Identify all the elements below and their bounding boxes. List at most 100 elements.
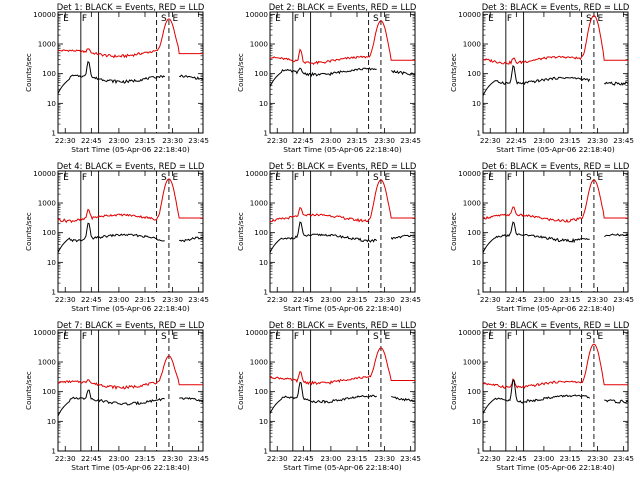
marker-letter-e: E xyxy=(63,332,69,342)
y-tick-label: 10000 xyxy=(245,10,268,19)
x-axis-label: Start Time (05-Apr-06 22:18:40) xyxy=(283,145,402,154)
x-tick-label: 22:30 xyxy=(480,295,501,304)
series-lld-line xyxy=(57,178,203,224)
marker-letter-f: F xyxy=(294,14,299,24)
x-tick-label: 23:45 xyxy=(188,136,209,145)
x-tick-label: 22:45 xyxy=(81,454,102,463)
x-tick-label: 23:00 xyxy=(109,295,130,304)
x-tick-label: 23:15 xyxy=(135,295,156,304)
panel-title: Det 1: BLACK = Events, RED = LLD xyxy=(57,2,205,12)
panel-title: Det 5: BLACK = Events, RED = LLD xyxy=(269,161,417,171)
panel-det-7: Det 7: BLACK = Events, RED = LLD 1 10 100 10… xyxy=(25,320,209,472)
y-tick-label: 1000 xyxy=(463,358,482,367)
y-axis-label: Counts/sec xyxy=(237,371,245,410)
x-tick-label: 23:30 xyxy=(162,136,183,145)
x-tick-label: 23:30 xyxy=(374,454,395,463)
y-tick-label: 1 xyxy=(476,288,481,297)
y-tick-label: 10000 xyxy=(245,169,268,178)
x-axis-label: Start Time (05-Apr-06 22:18:40) xyxy=(71,145,190,154)
panel-title: Det 7: BLACK = Events, RED = LLD xyxy=(57,320,205,330)
panel-grid: Det 1: BLACK = Events, RED = LLD 1 10 100 10… xyxy=(25,2,634,472)
panel-title: Det 9: BLACK = Events, RED = LLD xyxy=(482,320,630,330)
panel-det-6: Det 6: BLACK = Events, RED = LLD 1 10 100 10… xyxy=(450,161,634,313)
panel-title: Det 4: BLACK = Events, RED = LLD xyxy=(57,161,205,171)
marker-letter-e2: E xyxy=(385,173,391,183)
x-tick-label: 22:30 xyxy=(267,454,288,463)
x-tick-label: 23:45 xyxy=(188,295,209,304)
marker-letter-s: S xyxy=(161,332,167,342)
plot-frame xyxy=(57,170,204,293)
y-tick-label: 1 xyxy=(51,129,56,138)
plot-frame xyxy=(482,329,629,452)
x-axis-label: Start Time (05-Apr-06 22:18:40) xyxy=(496,304,615,313)
x-tick-label: 23:15 xyxy=(347,136,368,145)
y-tick-label: 100 xyxy=(467,387,481,396)
x-tick-label: 22:30 xyxy=(480,454,501,463)
x-tick-label: 22:30 xyxy=(55,136,76,145)
series-lld-line xyxy=(57,18,203,59)
marker-letter-e2: E xyxy=(385,332,391,342)
y-tick-label: 10 xyxy=(47,99,57,108)
x-tick-label: 23:15 xyxy=(347,454,368,463)
x-tick-label: 23:00 xyxy=(321,454,342,463)
marker-letter-e: E xyxy=(488,332,494,342)
plot-frame xyxy=(57,11,204,134)
panel-det-8: Det 8: BLACK = Events, RED = LLD 1 10 100 10… xyxy=(237,320,421,472)
y-tick-label: 100 xyxy=(467,228,481,237)
y-tick-label: 1 xyxy=(51,288,56,297)
x-tick-label: 23:30 xyxy=(587,454,608,463)
x-tick-label: 23:00 xyxy=(109,136,130,145)
y-tick-label: 10 xyxy=(472,417,482,426)
marker-letter-e2: E xyxy=(385,14,391,24)
panel-title: Det 8: BLACK = Events, RED = LLD xyxy=(269,320,417,330)
marker-letter-e: E xyxy=(275,173,281,183)
marker-letter-e2: E xyxy=(598,173,604,183)
x-tick-label: 23:15 xyxy=(135,136,156,145)
x-axis-label: Start Time (05-Apr-06 22:18:40) xyxy=(496,463,615,472)
y-tick-label: 100 xyxy=(254,69,268,78)
marker-letter-e2: E xyxy=(173,173,179,183)
y-tick-label: 10000 xyxy=(458,328,481,337)
marker-letter-f: F xyxy=(507,332,512,342)
panel-det-9: Det 9: BLACK = Events, RED = LLD 1 10 100 10… xyxy=(450,320,634,472)
x-tick-label: 23:00 xyxy=(534,295,555,304)
y-axis-label: Counts/sec xyxy=(25,53,33,92)
x-tick-label: 23:45 xyxy=(613,136,634,145)
x-tick-label: 23:45 xyxy=(613,295,634,304)
y-tick-label: 1 xyxy=(263,129,268,138)
y-tick-label: 10000 xyxy=(458,169,481,178)
panel-det-3: Det 3: BLACK = Events, RED = LLD 1 10 100 10… xyxy=(450,2,634,154)
y-tick-label: 1000 xyxy=(38,40,57,49)
series-events-line xyxy=(482,379,629,414)
x-tick-label: 22:45 xyxy=(293,295,314,304)
y-tick-label: 1 xyxy=(476,129,481,138)
x-tick-label: 23:00 xyxy=(534,454,555,463)
series-events-line xyxy=(269,381,415,414)
panel-det-1: Det 1: BLACK = Events, RED = LLD 1 10 100 10… xyxy=(25,2,209,154)
marker-letter-e2: E xyxy=(598,14,604,24)
marker-letter-e2: E xyxy=(173,332,179,342)
panel-title: Det 2: BLACK = Events, RED = LLD xyxy=(269,2,417,12)
x-tick-label: 22:45 xyxy=(81,295,102,304)
marker-letter-s: S xyxy=(161,14,167,24)
series-lld-line xyxy=(269,347,415,386)
y-tick-label: 10 xyxy=(47,258,57,267)
y-tick-label: 1000 xyxy=(38,199,57,208)
marker-letter-f: F xyxy=(294,332,299,342)
series-events-line xyxy=(269,67,416,88)
marker-letter-e2: E xyxy=(173,14,179,24)
series-events-line xyxy=(57,222,204,253)
marker-letter-s: S xyxy=(161,173,167,183)
x-tick-label: 23:45 xyxy=(613,454,634,463)
y-tick-label: 1 xyxy=(476,447,481,456)
panel-det-5: Det 5: BLACK = Events, RED = LLD 1 10 100 10… xyxy=(237,161,421,313)
y-axis-label: Counts/sec xyxy=(450,53,458,92)
x-tick-label: 22:45 xyxy=(293,136,314,145)
y-tick-label: 10000 xyxy=(458,10,481,19)
plot-frame xyxy=(482,11,629,134)
x-tick-label: 22:45 xyxy=(506,295,527,304)
series-events-line xyxy=(57,60,204,94)
x-tick-label: 23:15 xyxy=(560,454,581,463)
y-tick-label: 100 xyxy=(42,69,56,78)
